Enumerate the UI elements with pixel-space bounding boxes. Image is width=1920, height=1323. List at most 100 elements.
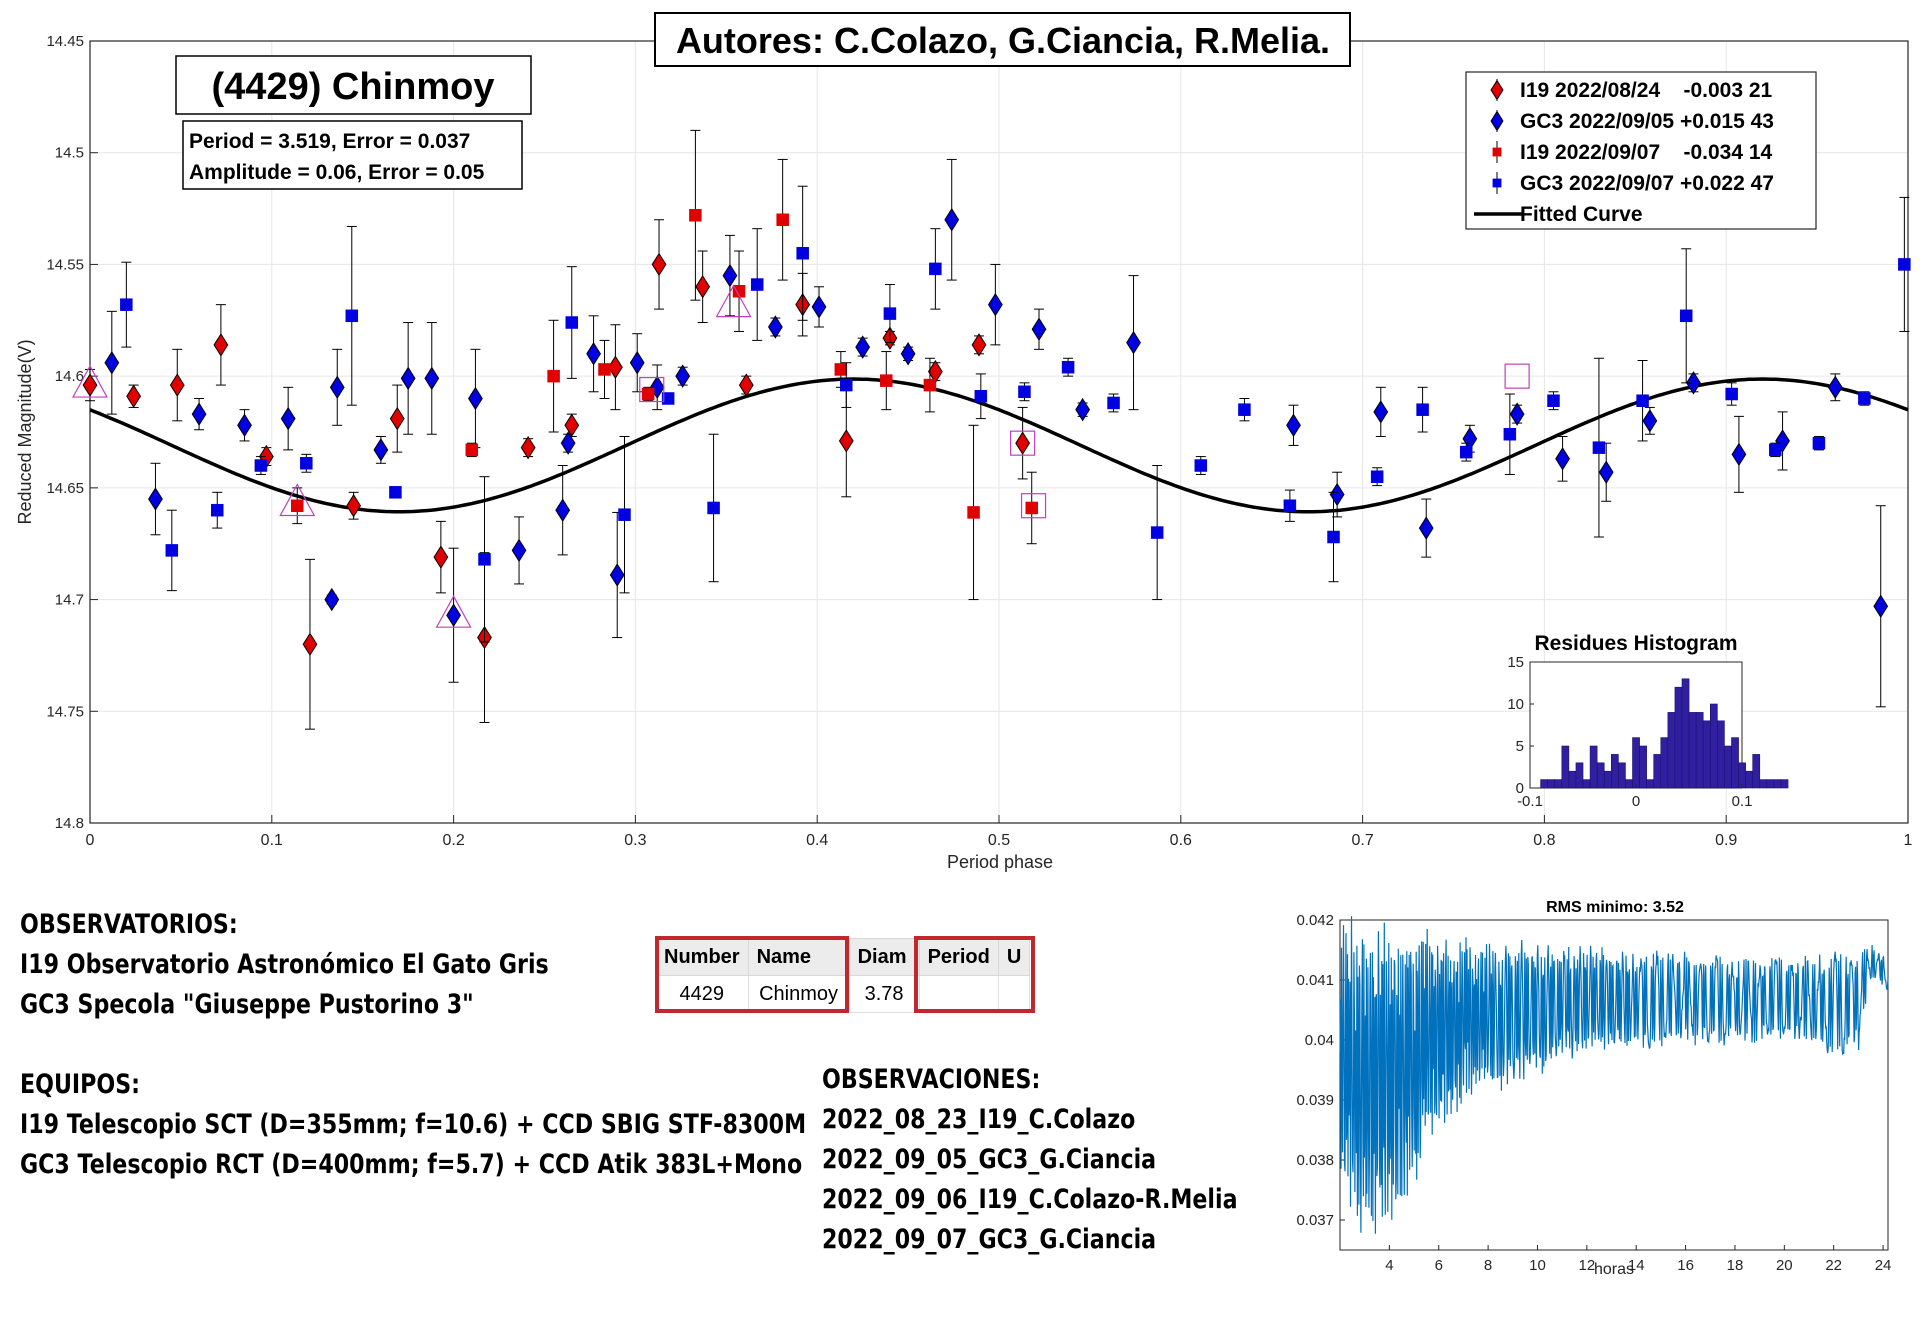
data-point: [1555, 447, 1570, 471]
rms-x-tick-label: 14: [1628, 1257, 1645, 1274]
cell-name: Chinmoy: [747, 975, 850, 1013]
highlight-triangle: [715, 284, 752, 318]
x-tick-label: 0.5: [988, 832, 1010, 849]
histogram-bar: [1632, 737, 1640, 789]
hist-x-tick-label: 0.1: [1732, 793, 1753, 810]
x-tick-label: 0.8: [1533, 832, 1555, 849]
data-point: [389, 406, 405, 431]
rms-x-tick-label: 24: [1875, 1257, 1892, 1274]
data-point: [237, 413, 252, 438]
highlight-square: [1010, 430, 1036, 456]
data-point: [165, 544, 179, 557]
rms-y-tick-label: 0.04: [1305, 1032, 1334, 1049]
data-point: [971, 333, 987, 357]
histogram-bar: [1653, 754, 1662, 789]
data-point: [586, 342, 601, 366]
data-point: [987, 292, 1003, 317]
cell-u: [997, 975, 1031, 1013]
hist-x-tick-label: 0: [1632, 793, 1640, 810]
data-point: [796, 247, 809, 260]
data-point: [1015, 431, 1031, 455]
data-point: [661, 392, 675, 405]
legend-marker-icon: [1490, 79, 1504, 101]
histogram-bar: [1717, 720, 1725, 789]
histogram-bar: [1702, 720, 1711, 789]
histogram-bar: [1759, 779, 1768, 789]
data-point: [254, 459, 268, 472]
main-axes: 0 0.1 0.2 0.3 0.4 0.5 0.6 0.7 0.8 0.9 1 14.45 14.5 14…: [46, 33, 1912, 849]
data-points: [82, 129, 1911, 730]
histogram-bar: [1667, 712, 1676, 789]
rms-x-tick-label: 10: [1529, 1257, 1546, 1274]
x-tick-label: 1: [1904, 832, 1913, 849]
data-point: [373, 438, 389, 462]
rms-series-line: [1339, 916, 1889, 1234]
rms-x-tick-label: 22: [1825, 1257, 1842, 1274]
x-tick-label: 0.6: [1170, 832, 1192, 849]
data-point: [855, 335, 871, 359]
y-axis-label: Reduced Magnitude(V): [15, 339, 35, 524]
hist-x-tick-label: -0.1: [1517, 793, 1543, 810]
data-point: [446, 603, 461, 627]
data-point: [1107, 396, 1120, 410]
highlight-triangle: [71, 364, 109, 398]
header-name: Name: [747, 938, 850, 976]
histogram-bar: [1561, 745, 1570, 789]
rms-y-tick-label: 0.041: [1296, 972, 1334, 989]
highlight-triangle: [435, 594, 472, 628]
data-point: [722, 263, 738, 288]
header-u: U: [997, 938, 1031, 976]
data-point: [1126, 330, 1141, 355]
rms-y-tick-label: 0.039: [1296, 1092, 1334, 1109]
header-number: Number: [655, 938, 749, 976]
data-point: [433, 545, 449, 569]
rms-y-tick-label: 0.038: [1296, 1152, 1334, 1169]
data-point: [191, 402, 207, 426]
cell-number: 4429: [655, 975, 749, 1013]
legend-label: I19 2022/09/07 -0.034 14: [1520, 141, 1773, 164]
data-point: [929, 262, 942, 276]
histogram-bar: [1547, 779, 1556, 789]
legend-label: Fitted Curve: [1520, 203, 1643, 226]
data-point: [641, 387, 655, 401]
data-point: [324, 587, 340, 612]
data-point: [1150, 526, 1164, 539]
data-point: [1812, 436, 1826, 450]
histogram-title: Residues Histogram: [1534, 632, 1737, 655]
rms-x-tick-label: 16: [1677, 1257, 1694, 1274]
data-point: [750, 278, 764, 291]
data-point: [424, 366, 440, 391]
x-tick-label: 0.3: [624, 832, 646, 849]
data-point: [1025, 501, 1038, 515]
observaciones-heading: OBSERVACIONES:: [822, 1064, 1041, 1095]
data-point: [776, 213, 789, 226]
data-point: [1725, 387, 1738, 401]
data-point: [1509, 402, 1525, 426]
cell-diam: 3.78: [848, 975, 920, 1013]
histogram-bar: [1752, 754, 1761, 789]
data-point: [1769, 443, 1782, 457]
data-point: [565, 316, 579, 329]
data-point: [738, 373, 754, 397]
data-point: [1731, 442, 1747, 467]
data-point: [1416, 403, 1429, 416]
data-point: [651, 252, 667, 277]
main-chart: 0 0.1 0.2 0.3 0.4 0.5 0.6 0.7 0.8 0.9 1 14.45 14.5 14…: [15, 12, 1913, 872]
observaciones-block: OBSERVACIONES: 2022_08_23_I19_C.Colazo 2…: [822, 1060, 1238, 1260]
spacer: [20, 1025, 806, 1065]
data-point: [707, 501, 720, 515]
data-point: [732, 284, 746, 298]
data-point: [468, 386, 483, 411]
data-point: [1503, 427, 1517, 441]
histogram-bar: [1660, 737, 1669, 789]
observatorios-heading: OBSERVATORIOS:: [20, 909, 238, 940]
histogram-bar: [1773, 779, 1782, 789]
data-point: [346, 493, 362, 518]
histogram-bar: [1625, 779, 1633, 789]
histogram-bar: [1603, 770, 1612, 789]
histogram-bar: [1618, 762, 1626, 789]
data-point: [389, 486, 402, 499]
histogram-bar: [1724, 745, 1732, 789]
data-point: [1592, 441, 1606, 454]
y-tick-label: 14.8: [55, 815, 84, 832]
